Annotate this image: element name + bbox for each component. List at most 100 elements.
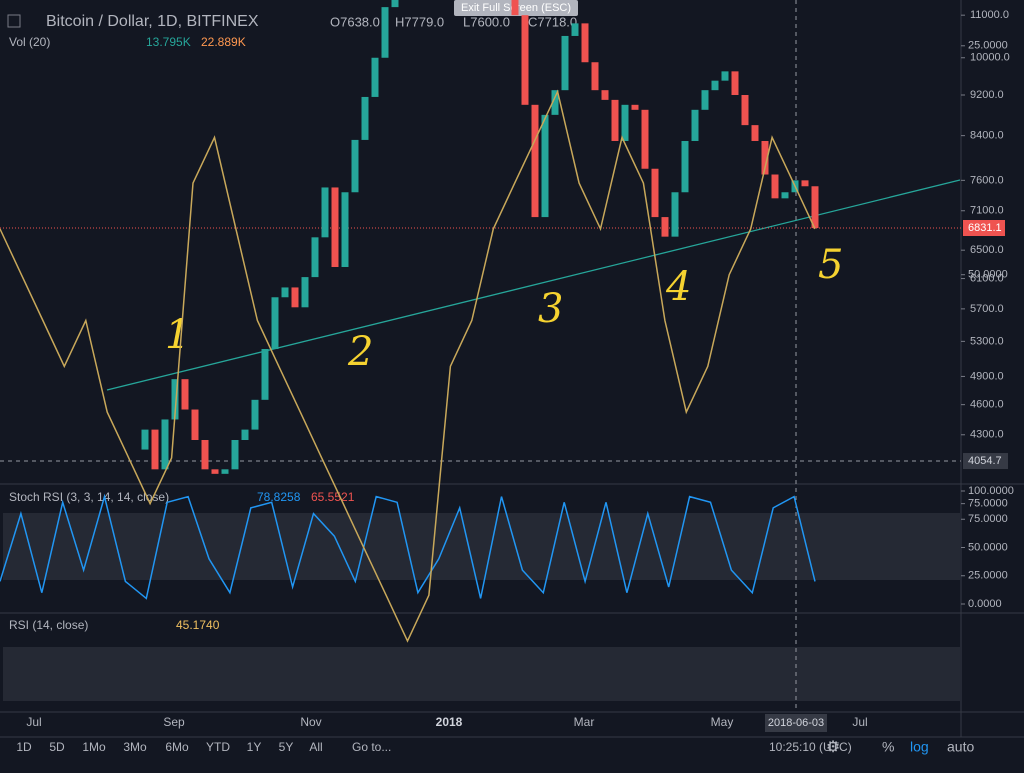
candle [321, 187, 329, 238]
last-price-tag [963, 219, 1005, 236]
price-label: 7100.0 [970, 205, 1004, 217]
osc-line [0, 493, 816, 600]
osc-label: 25.0000 [968, 570, 1008, 582]
range-button[interactable]: YTD [206, 740, 230, 754]
range-button[interactable]: 6Mo [165, 740, 189, 754]
time-label: 2018 [436, 715, 463, 729]
ohlc-low: L7600.0 [463, 14, 510, 29]
annotation: 5 [818, 242, 843, 288]
candle [731, 71, 739, 95]
range-button[interactable]: 1Y [247, 740, 262, 754]
price-label: 5700.0 [970, 303, 1004, 315]
candle [291, 287, 299, 308]
stoch-label[interactable]: Stoch RSI (3, 3, 14, 14, close) [9, 490, 169, 504]
candle [231, 440, 239, 470]
range-button[interactable]: 5Y [279, 740, 294, 754]
candle [161, 419, 169, 470]
candle [221, 469, 229, 474]
candle [551, 90, 559, 115]
candle [531, 104, 539, 218]
osc-label: 100.0000 [968, 485, 1014, 497]
price-label: 10000.0 [970, 52, 1010, 64]
goto-button[interactable]: Go to... [352, 740, 391, 754]
candle [701, 90, 709, 110]
candle [541, 114, 549, 218]
stoch-band [3, 513, 960, 580]
time-label: Sep [163, 715, 185, 729]
candles [141, 0, 819, 474]
candle [281, 287, 289, 298]
osc-label: 75.0000 [968, 513, 1008, 525]
osc-label: 25.0000 [968, 40, 1008, 52]
osc-label: 0.0000 [968, 598, 1002, 610]
candle [601, 90, 609, 100]
candle [371, 57, 379, 97]
range-button[interactable]: 3Mo [123, 740, 147, 754]
candle [151, 429, 159, 470]
cursor-label: 4054.7 [968, 455, 1002, 467]
price-label: 6500.0 [970, 244, 1004, 256]
candle [621, 104, 629, 141]
time-label: Jul [852, 715, 867, 729]
volume-label[interactable]: Vol (20) [9, 35, 50, 49]
osc-label: 50.0000 [968, 269, 1008, 281]
candle [631, 104, 639, 110]
osc-label: 75.0000 [968, 498, 1008, 510]
candle [591, 62, 599, 91]
time-label: Jul [26, 715, 41, 729]
range-button[interactable]: 1D [16, 740, 32, 754]
candle [381, 7, 389, 58]
ohlc-high: H7779.0 [395, 14, 444, 29]
candle [211, 469, 219, 474]
collapse-icon[interactable] [7, 14, 21, 28]
time-label: Mar [574, 715, 595, 729]
rsi-label[interactable]: RSI (14, close) [9, 618, 88, 632]
price-label: 4300.0 [970, 429, 1004, 441]
candle [671, 192, 679, 237]
candle [581, 23, 589, 63]
range-button[interactable]: All [309, 740, 322, 754]
candle [641, 109, 649, 169]
candle [391, 0, 399, 8]
rsi-band [3, 647, 960, 701]
rsi-value: 45.1740 [176, 618, 220, 632]
log-toggle[interactable]: log [910, 739, 929, 755]
time-label: Nov [300, 715, 321, 729]
auto-toggle[interactable]: auto [947, 739, 974, 755]
time-label: May [711, 715, 734, 729]
gear[interactable]: ⚙ [826, 739, 840, 756]
candle [661, 217, 669, 237]
osc-label: 50.0000 [968, 541, 1008, 553]
range-button[interactable]: 1Mo [82, 740, 106, 754]
candle [361, 96, 369, 140]
candle [761, 140, 769, 175]
symbol[interactable]: Bitcoin / Dollar, 1D, BITFINEX [46, 13, 259, 30]
candle [811, 186, 819, 229]
annotation: 3 [538, 286, 563, 332]
candle [571, 23, 579, 36]
percent-toggle[interactable]: % [882, 739, 894, 755]
candle [331, 187, 339, 268]
cursor-tag [963, 453, 1008, 470]
price-label: 4600.0 [970, 399, 1004, 411]
clock: 10:25:10 (UTC) [769, 740, 852, 754]
annotation: 4 [665, 264, 691, 310]
candle [201, 440, 209, 470]
candle [511, 0, 519, 16]
price-label: 5300.0 [970, 335, 1004, 347]
range-button[interactable]: 5D [49, 740, 65, 754]
candle [681, 140, 689, 193]
stoch-d: 65.5521 [311, 490, 355, 504]
candle [271, 297, 279, 350]
candle [711, 80, 719, 91]
candle [301, 277, 309, 308]
candle [561, 35, 569, 91]
candle [741, 94, 749, 126]
price-label: 7600.0 [970, 174, 1004, 186]
osc-line [0, 89, 816, 643]
candle [771, 174, 779, 199]
candle [521, 15, 529, 105]
candle [311, 237, 319, 278]
